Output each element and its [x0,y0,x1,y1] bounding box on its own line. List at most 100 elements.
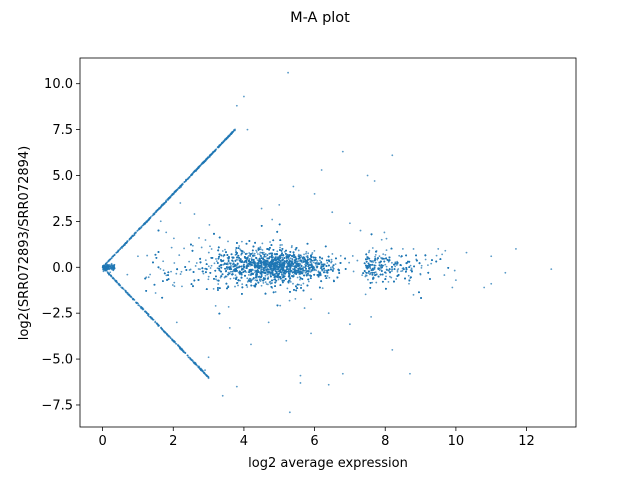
data-point [109,274,112,277]
data-point [233,129,235,132]
data-point [279,246,281,249]
data-point [255,251,258,253]
data-point [180,270,183,273]
data-point [302,258,305,261]
data-point [261,242,264,245]
data-point [197,366,200,369]
data-point [105,266,108,269]
data-point [104,263,107,266]
chart-title: M-A plot [290,10,350,26]
data-point [169,196,171,199]
data-point [303,269,306,272]
data-point [227,305,230,308]
data-point [372,261,374,264]
data-point [124,289,126,292]
data-point [367,272,370,275]
data-point [110,257,113,260]
data-point [105,261,108,264]
data-point [453,269,456,272]
data-point [326,275,329,277]
data-point [248,277,251,280]
data-point [109,271,112,274]
data-point [207,251,210,254]
data-point [140,307,143,310]
data-point [307,280,310,283]
data-point [194,265,197,267]
data-point [390,270,393,273]
data-point [110,267,113,270]
data-point [195,262,198,264]
data-point [122,244,125,247]
data-point [106,263,109,266]
data-point [441,253,444,256]
data-point [181,348,183,351]
data-point [109,258,112,261]
data-point [126,291,129,294]
data-point [260,266,263,269]
data-point [269,241,271,243]
data-point [286,253,289,256]
data-point [420,266,423,269]
data-point [239,279,242,282]
data-point [294,297,297,300]
data-point [296,276,299,279]
data-point [385,265,388,268]
data-point [264,252,267,255]
data-point [269,273,272,276]
data-point [409,264,412,267]
data-point [121,245,124,248]
data-point [173,281,176,284]
data-point [217,145,220,148]
data-point [371,247,374,249]
data-point [231,131,234,134]
data-point [391,268,393,270]
data-point [173,285,176,288]
data-point [315,269,318,272]
data-point [385,275,387,278]
data-point [246,263,249,265]
data-point [213,262,216,265]
data-point [288,268,290,270]
data-point [378,255,381,258]
data-point [241,283,244,286]
data-point [325,271,327,274]
data-point [239,248,242,251]
data-point [157,207,160,210]
data-point [179,184,182,187]
data-point [127,293,130,296]
data-point [231,270,233,273]
data-point [329,266,332,269]
data-point [102,268,105,270]
data-point [240,253,243,256]
data-point [172,340,175,342]
data-point [369,272,372,275]
data-point [295,264,297,267]
data-point [253,252,256,255]
data-point [181,183,184,186]
data-point [140,226,142,229]
data-point [166,198,169,201]
data-point [162,260,165,263]
data-point [262,251,265,254]
data-point [279,244,282,246]
data-point [385,249,388,252]
data-point [219,276,222,279]
data-point [259,280,262,283]
data-point [215,260,218,262]
data-point [209,267,212,269]
data-point [274,291,277,293]
data-point [255,249,257,252]
data-point [260,284,263,287]
data-point [219,143,222,146]
data-point [229,270,232,273]
data-point [199,268,201,271]
data-point [170,246,173,249]
data-point [374,261,377,264]
data-point [228,135,230,138]
data-point [202,272,205,275]
data-point [412,248,415,250]
data-point [207,265,210,268]
data-point [162,202,165,205]
data-point [401,269,404,272]
data-point [256,253,259,255]
